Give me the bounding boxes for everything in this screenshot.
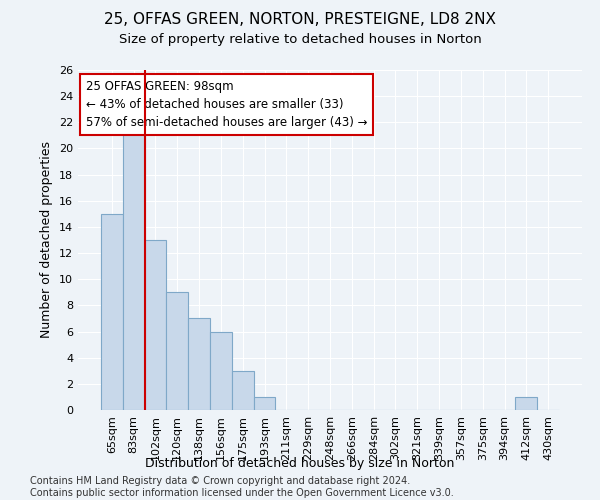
Text: Contains HM Land Registry data © Crown copyright and database right 2024.
Contai: Contains HM Land Registry data © Crown c… <box>30 476 454 498</box>
Bar <box>166 292 188 410</box>
Bar <box>515 397 537 410</box>
Text: 25 OFFAS GREEN: 98sqm
← 43% of detached houses are smaller (33)
57% of semi-deta: 25 OFFAS GREEN: 98sqm ← 43% of detached … <box>86 80 367 129</box>
Bar <box>101 214 123 410</box>
Bar <box>123 122 145 410</box>
Y-axis label: Number of detached properties: Number of detached properties <box>40 142 53 338</box>
Bar <box>254 397 275 410</box>
Text: Distribution of detached houses by size in Norton: Distribution of detached houses by size … <box>145 458 455 470</box>
Bar <box>145 240 166 410</box>
Text: 25, OFFAS GREEN, NORTON, PRESTEIGNE, LD8 2NX: 25, OFFAS GREEN, NORTON, PRESTEIGNE, LD8… <box>104 12 496 28</box>
Text: Size of property relative to detached houses in Norton: Size of property relative to detached ho… <box>119 32 481 46</box>
Bar <box>188 318 210 410</box>
Bar <box>232 371 254 410</box>
Bar <box>210 332 232 410</box>
